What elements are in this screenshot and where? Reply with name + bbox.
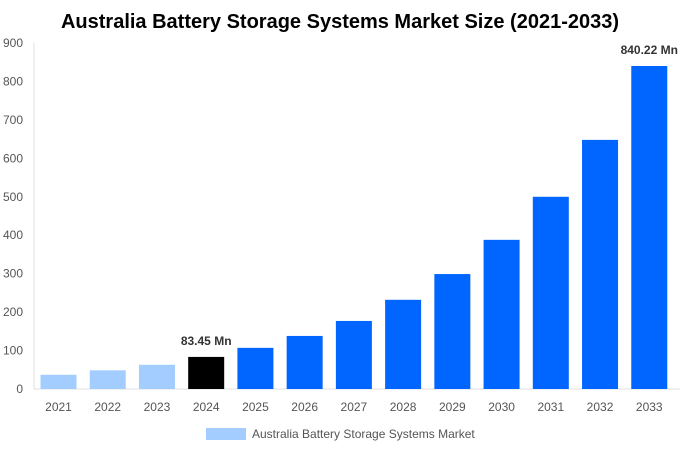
bar-2031[interactable]: [532, 196, 569, 389]
bar-2021[interactable]: [40, 374, 77, 389]
bar-2022[interactable]: [89, 370, 126, 389]
bar-2032[interactable]: [582, 139, 619, 389]
bars: [40, 65, 668, 389]
x-tick-label: 2025: [242, 400, 269, 414]
bar-2033[interactable]: [631, 65, 668, 389]
bar-2029[interactable]: [434, 274, 471, 389]
bar-2024[interactable]: [188, 356, 225, 389]
bar-2026[interactable]: [286, 335, 323, 389]
y-tick-label: 400: [3, 228, 23, 242]
bar-2025[interactable]: [237, 347, 274, 389]
y-tick-label: 600: [3, 151, 23, 165]
y-axis: 0 100 200 300 400 500 600 700 800 900: [3, 36, 35, 396]
x-tick-label: 2023: [144, 400, 171, 414]
x-tick-label: 2029: [439, 400, 466, 414]
y-tick-label: 100: [3, 344, 23, 358]
data-label: 83.45 Mn: [181, 334, 232, 348]
data-labels: 83.45 Mn 840.22 Mn: [181, 43, 678, 348]
y-tick-label: 200: [3, 305, 23, 319]
x-tick-label: 2027: [341, 400, 368, 414]
bar-2028[interactable]: [385, 299, 422, 389]
bar-2023[interactable]: [138, 364, 175, 389]
x-tick-label: 2024: [193, 400, 220, 414]
bar-2027[interactable]: [335, 320, 372, 389]
x-tick-label: 2021: [45, 400, 72, 414]
x-tick-label: 2030: [488, 400, 515, 414]
x-tick-label: 2031: [537, 400, 564, 414]
y-tick-label: 700: [3, 113, 23, 127]
x-tick-label: 2032: [587, 400, 614, 414]
x-tick-label: 2026: [291, 400, 318, 414]
x-tick-label: 2022: [94, 400, 121, 414]
y-tick-label: 500: [3, 190, 23, 204]
y-tick-label: 900: [3, 36, 23, 50]
x-tick-label: 2028: [390, 400, 417, 414]
legend-label: Australia Battery Storage Systems Market: [252, 427, 475, 441]
y-tick-label: 0: [16, 382, 23, 396]
data-label: 840.22 Mn: [621, 43, 678, 57]
y-tick-label: 300: [3, 267, 23, 281]
y-tick-label: 800: [3, 74, 23, 88]
chart-title: Australia Battery Storage Systems Market…: [61, 11, 619, 33]
legend[interactable]: Australia Battery Storage Systems Market: [206, 427, 475, 441]
x-axis: 2021 2022 2023 2024 2025 2026 2027 2028 2029 2030…: [34, 388, 680, 414]
x-tick-label: 2033: [636, 400, 663, 414]
legend-swatch: [206, 428, 246, 440]
bar-2030[interactable]: [483, 239, 520, 389]
